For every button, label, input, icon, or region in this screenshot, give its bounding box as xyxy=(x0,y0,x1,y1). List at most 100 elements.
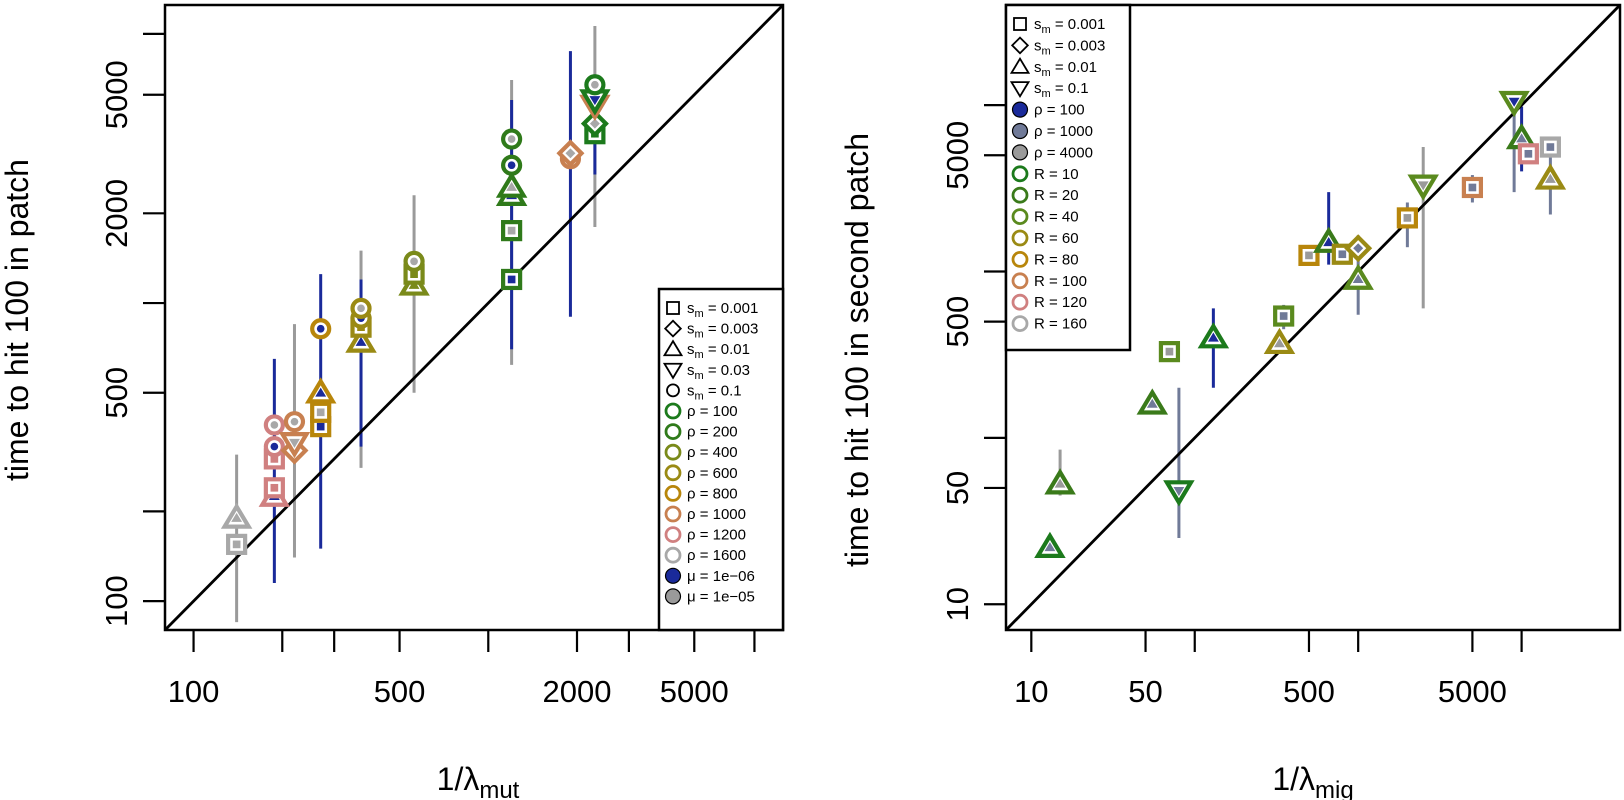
data-point-center xyxy=(1274,338,1285,348)
data-point-center xyxy=(1546,143,1555,151)
data-point-center xyxy=(410,270,418,278)
legend-label: sm = 0.01 xyxy=(1034,59,1097,79)
legend-label: sm = 0.03 xyxy=(687,362,750,382)
left-errorbars xyxy=(235,26,597,623)
data-point-center xyxy=(270,455,279,463)
legend-marker xyxy=(1011,250,1029,268)
legend-marker xyxy=(664,505,682,523)
data-point-center xyxy=(507,226,516,235)
data-point-center xyxy=(1508,97,1520,107)
legend-label: sm = 0.003 xyxy=(687,321,758,341)
data-point-center xyxy=(357,304,365,313)
data-point-center xyxy=(1352,273,1364,284)
legend-marker xyxy=(1011,229,1029,247)
x-tick-label: 500 xyxy=(374,674,426,709)
data-point-center xyxy=(270,421,279,429)
legend-marker xyxy=(1011,186,1029,204)
x-tick-label: 5000 xyxy=(660,674,729,709)
legend-label: R = 40 xyxy=(1034,209,1079,226)
data-point-center xyxy=(1353,243,1364,254)
legend-label: ρ = 600 xyxy=(687,465,738,482)
legend-label: R = 80 xyxy=(1034,251,1079,268)
data-point-center xyxy=(316,324,325,333)
legend-marker xyxy=(666,301,680,315)
left-x-axis: 100 500 2000 5000 xyxy=(168,630,756,709)
legend-marker xyxy=(1011,101,1029,118)
right-legend-box xyxy=(1004,3,1132,352)
x-tick-label: 500 xyxy=(1283,674,1335,709)
legend-marker xyxy=(664,484,682,502)
data-point-center xyxy=(507,161,516,170)
data-point-center xyxy=(316,408,325,417)
data-point-center xyxy=(232,540,241,549)
data-point-center xyxy=(315,387,327,397)
legend-marker xyxy=(1011,208,1029,226)
legend-marker xyxy=(1013,17,1027,31)
data-point-center xyxy=(565,148,576,159)
data-point-center xyxy=(1146,398,1158,408)
legend-label: μ = 1e−05 xyxy=(687,588,755,605)
legend-marker xyxy=(1011,165,1029,183)
legend-label: ρ = 400 xyxy=(687,444,738,461)
legend-label: ρ = 100 xyxy=(687,403,738,420)
left-y-axis-label: time to hit 100 in patch xyxy=(0,159,35,481)
data-point-center xyxy=(1044,542,1056,552)
data-point-center xyxy=(290,417,299,426)
data-point-center xyxy=(270,442,279,451)
legend-marker xyxy=(1011,122,1029,140)
data-point-center xyxy=(1207,332,1219,342)
data-point-center xyxy=(1338,250,1347,259)
legend-marker xyxy=(1010,36,1030,55)
legend-marker xyxy=(1011,144,1029,161)
legend-marker xyxy=(1011,293,1029,311)
legend-marker xyxy=(1009,81,1031,99)
data-point-center xyxy=(591,80,599,89)
data-point-center xyxy=(1417,181,1429,191)
y-tick-label: 10 xyxy=(940,587,975,621)
data-point-center xyxy=(1173,487,1185,497)
data-point-center xyxy=(410,257,418,266)
legend-marker xyxy=(664,443,682,461)
legend-label: R = 160 xyxy=(1034,316,1087,333)
data-point-center xyxy=(1054,478,1066,488)
data-point-center xyxy=(231,512,243,522)
x-tick-label: 2000 xyxy=(543,674,612,709)
legend-label: sm = 0.01 xyxy=(687,341,750,361)
legend-marker xyxy=(664,588,682,605)
right-y-axis-label: time to hit 100 in second patch xyxy=(839,133,875,567)
legend-label: R = 60 xyxy=(1034,230,1079,247)
left-diagonal-line xyxy=(164,4,784,631)
legend-label: ρ = 100 xyxy=(1034,102,1085,119)
right-points xyxy=(1034,90,1567,558)
right-panel: 10 50 500 5000 10 50 500 5000 1/λmig time to h… xyxy=(839,3,1622,800)
legend-marker xyxy=(663,319,683,338)
legend-marker xyxy=(666,383,680,398)
data-point-center xyxy=(270,483,279,492)
data-point-center xyxy=(316,422,325,431)
y-tick-label: 500 xyxy=(940,296,975,348)
data-point-center xyxy=(589,118,600,129)
legend-marker xyxy=(1011,272,1029,290)
legend-label: ρ = 800 xyxy=(687,485,738,502)
data-point-center xyxy=(589,96,601,106)
legend-marker xyxy=(1011,315,1029,333)
data-point-center xyxy=(1279,312,1288,320)
legend-label: R = 20 xyxy=(1034,187,1079,204)
right-x-axis: 10 50 500 5000 xyxy=(1014,630,1523,709)
data-point-center xyxy=(1468,183,1477,192)
data-point-center xyxy=(1305,251,1313,260)
legend-label: ρ = 200 xyxy=(687,424,738,441)
data-point-center xyxy=(1544,173,1556,183)
legend-label: sm = 0.1 xyxy=(1034,80,1089,100)
legend-label: ρ = 1600 xyxy=(687,547,746,564)
legend-label: R = 100 xyxy=(1034,273,1087,290)
legend-marker xyxy=(664,526,682,543)
legend-marker xyxy=(664,567,682,584)
legend-marker xyxy=(664,423,682,441)
legend-label: ρ = 1000 xyxy=(1034,123,1093,140)
legend-marker xyxy=(664,464,682,482)
legend-label: sm = 0.001 xyxy=(1034,16,1105,36)
data-point-center xyxy=(355,336,367,346)
